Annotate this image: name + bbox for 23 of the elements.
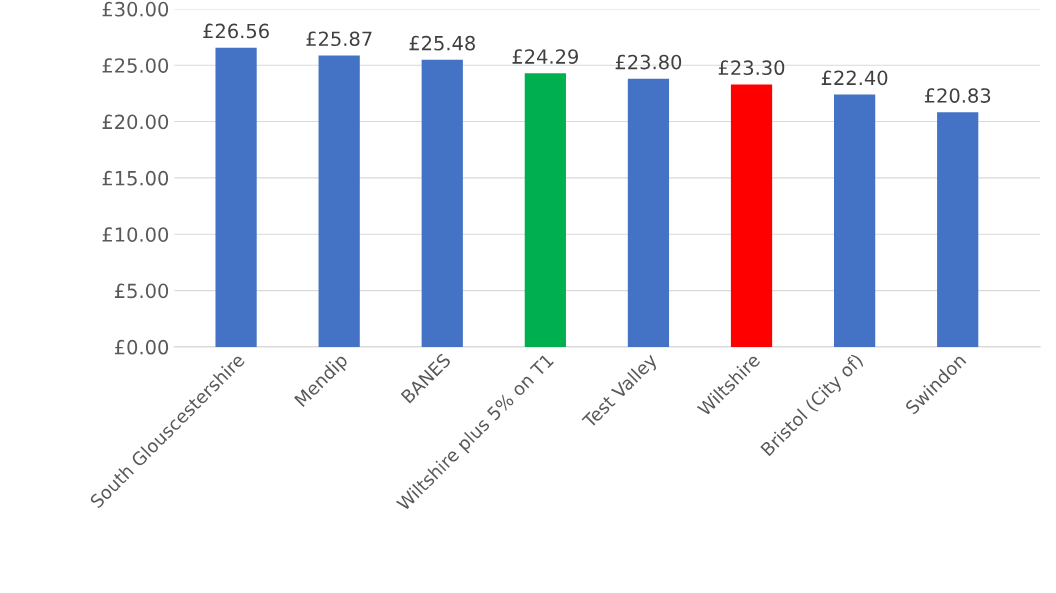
y-tick-label: £0.00 [114, 339, 169, 355]
data-label: £25.87 [306, 31, 372, 47]
data-label: £20.83 [924, 88, 991, 103]
data-label: £25.48 [409, 35, 475, 51]
bar [627, 78, 670, 347]
bar [937, 112, 979, 347]
data-label: £23.30 [718, 60, 785, 76]
y-tick-label: £20.00 [102, 114, 169, 130]
bar [318, 55, 360, 347]
data-label: £24.29 [512, 49, 578, 64]
bar [833, 94, 876, 347]
data-label: £23.80 [615, 54, 682, 70]
y-tick-label: £25.00 [102, 58, 169, 73]
bar [215, 47, 257, 347]
data-label: £22.40 [821, 70, 888, 86]
y-tick-label: £30.00 [102, 1, 169, 17]
y-tick-label: £15.00 [102, 170, 169, 186]
y-tick-label: £10.00 [102, 227, 169, 242]
bar [421, 59, 463, 347]
data-label: £26.56 [203, 23, 269, 39]
bar [524, 73, 566, 347]
bar [730, 84, 773, 347]
y-tick-label: £5.00 [114, 283, 169, 299]
